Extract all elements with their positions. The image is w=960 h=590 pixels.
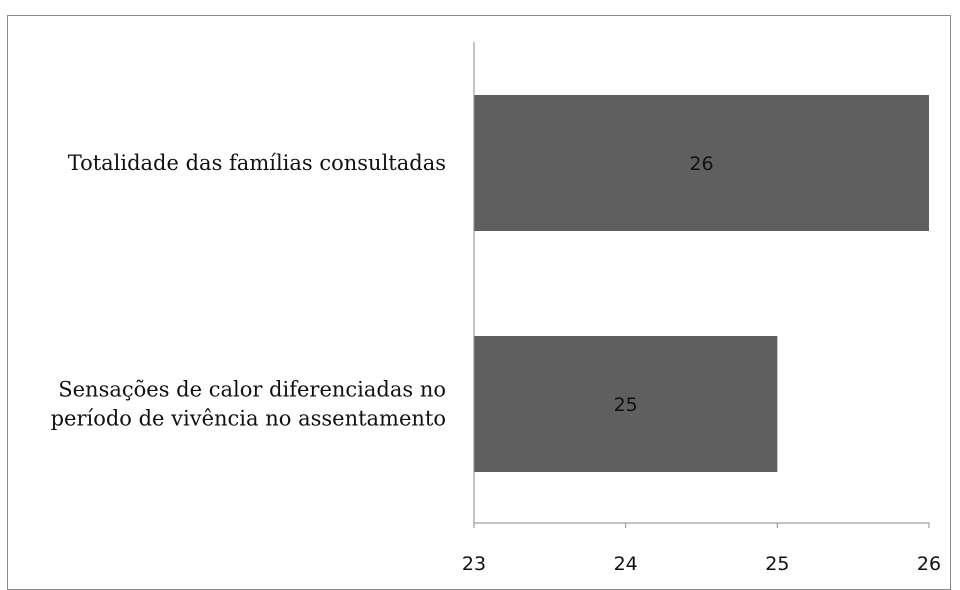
data-label-1: 26 bbox=[689, 153, 713, 175]
x-tick-label-23: 23 bbox=[462, 553, 486, 575]
x-tick-label-25: 25 bbox=[765, 553, 789, 575]
data-label-2: 25 bbox=[614, 394, 638, 416]
x-tick-label-24: 24 bbox=[614, 553, 638, 575]
x-tick-label-26: 26 bbox=[917, 553, 941, 575]
bar-2 bbox=[474, 336, 778, 472]
bar-1 bbox=[474, 95, 929, 231]
category-label-2-line-1: Sensações de calor diferenciadas no bbox=[58, 378, 446, 402]
category-label-1-line-1: Totalidade das famílias consultadas bbox=[68, 151, 446, 175]
category-label-2-line-2: período de vivência no assentamento bbox=[51, 407, 446, 431]
